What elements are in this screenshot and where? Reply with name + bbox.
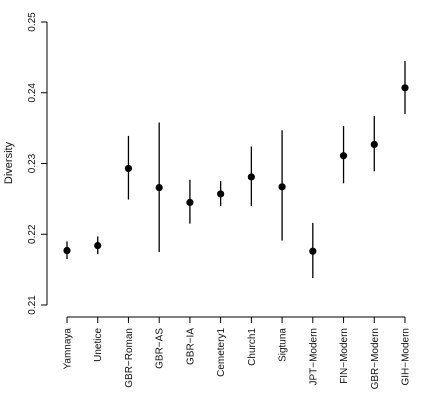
y-axis-title: Diversity [3,141,15,184]
data-point [278,183,286,191]
x-tick-label: GBR−Modern [370,328,381,389]
y-tick-label: 0.25 [27,12,38,32]
y-tick-label: 0.23 [27,153,38,173]
data-point [94,241,102,250]
y-tick-label: 0.22 [27,224,38,244]
y-tick-label: 0.24 [27,83,38,103]
data-point [339,152,348,160]
data-point [309,247,317,255]
x-tick-label: GIH−Modern [401,328,412,386]
data-points [63,84,409,255]
error-bars [66,60,406,279]
data-point [155,183,163,192]
data-point [186,198,194,207]
x-tick-label: GBR−Roman [124,328,135,388]
y-tick-label: 0.21 [27,295,38,315]
data-point [401,84,409,92]
data-point [370,140,378,148]
x-tick-label: Cemetery1 [216,328,227,377]
x-tick-label: JPT−Modern [308,328,319,386]
data-point [247,173,255,181]
x-tick-label: Church1 [247,328,258,366]
data-point [217,190,225,198]
x-tick-label: GBR−IA [185,328,196,365]
x-tick-label: FIN−Modern [339,328,350,384]
x-tick-label: Unetice [93,328,104,362]
data-point [63,246,71,255]
x-tick-label: Yamnaya [63,328,74,370]
data-point [124,164,133,173]
x-tick-label: Sigtuna [278,328,289,362]
x-axis: Yamnaya Unetice GBR−Roman GBR−AS GBR−IA Cemet… [63,316,412,389]
x-tick-label: GBR−AS [155,328,166,369]
y-axis: 0.21 0.22 0.23 0.24 0.25 [27,12,48,315]
